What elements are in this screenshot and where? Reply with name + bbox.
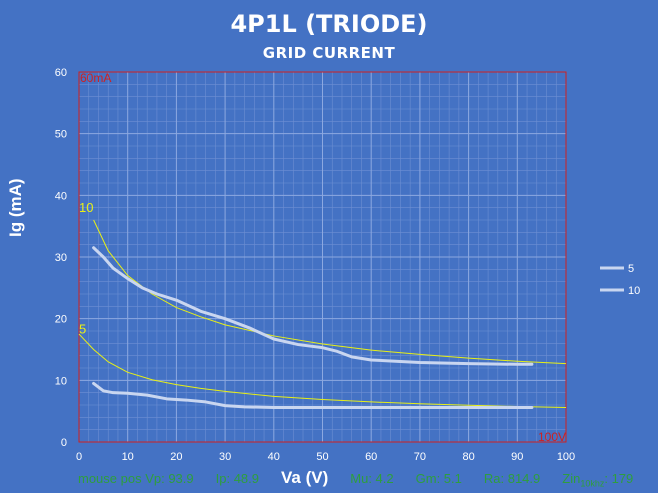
readout-ra: Ra: 814.9 — [483, 471, 541, 486]
readout-zin-sub: 10khz — [580, 478, 605, 489]
y-tick-label: 20 — [55, 314, 67, 326]
x-tick-label: 90 — [511, 451, 523, 463]
curve-label-10: 10 — [79, 200, 93, 215]
chart-title: 4P1L (TRIODE) — [230, 10, 428, 38]
x-tick-label: 40 — [268, 451, 280, 463]
x-tick-label: 70 — [414, 451, 426, 463]
legend-label-5: 5 — [628, 263, 634, 275]
y-tick-label: 60 — [55, 67, 67, 79]
readout-gm: Gm: 5.1 — [415, 471, 462, 486]
x-axis-label: Va (V) — [281, 468, 329, 487]
fit-curve-10 — [93, 219, 567, 365]
series-line-10 — [92, 246, 534, 366]
series-line-5 — [92, 381, 534, 409]
x-tick-label: 10 — [122, 451, 134, 463]
x-tick-label: 30 — [219, 451, 231, 463]
x-tick-label: 20 — [170, 451, 182, 463]
corner-label-max-voltage: 100V — [538, 430, 566, 444]
readout-vp: mouse pos Vp: 93.9 — [78, 471, 194, 486]
y-tick-label: 40 — [55, 190, 67, 202]
x-tick-label: 100 — [557, 451, 575, 463]
plot-area-border — [78, 71, 567, 443]
readout-zin-value: : 179 — [604, 471, 634, 486]
y-tick-label: 30 — [55, 252, 67, 264]
x-tick-label: 50 — [316, 451, 328, 463]
legend-label-10: 10 — [628, 285, 640, 297]
curve-label-5: 5 — [79, 321, 86, 336]
readout-ip: Ip: 48.9 — [215, 471, 260, 486]
readout-zin-label: Zin — [562, 471, 581, 486]
readout-zin: Zin10khz: 179 — [562, 471, 634, 489]
y-axis-label: Ig (mA) — [6, 178, 25, 237]
y-tick-label: 50 — [55, 129, 67, 141]
y-tick-label: 0 — [61, 437, 67, 449]
y-tick-label: 10 — [55, 375, 67, 387]
mouse-readout: mouse pos Vp: 93.9 Ip: 48.9 Va (V) Mu: 4.2 G… — [78, 468, 633, 489]
x-tick-label: 60 — [365, 451, 377, 463]
fit-curve-5 — [78, 333, 567, 408]
readout-mu: Mu: 4.2 — [350, 471, 394, 486]
chart-subtitle: GRID CURRENT — [262, 44, 396, 62]
x-tick-label: 80 — [462, 451, 474, 463]
x-tick-label: 0 — [76, 451, 82, 463]
corner-label-max-current: 60mA — [80, 71, 111, 85]
